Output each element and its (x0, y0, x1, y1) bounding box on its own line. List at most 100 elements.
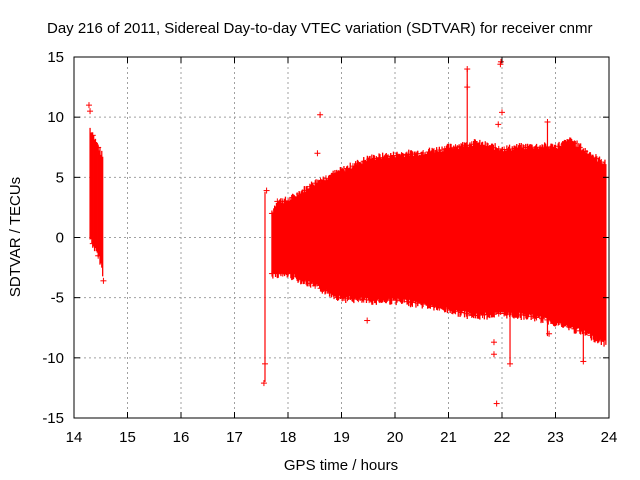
data-point (100, 277, 107, 284)
x-tick-label: 15 (119, 429, 136, 446)
y-tick-labels: 15 10 5 0 -5 -10 -15 (42, 49, 64, 427)
data-point (549, 144, 556, 151)
data-point (474, 312, 481, 319)
axis-ticks (73, 56, 610, 419)
data-point (457, 143, 464, 150)
data-point (285, 270, 292, 277)
data-point (490, 144, 497, 151)
chart-title: Day 216 of 2011, Sidereal Day-to-day VTE… (47, 20, 592, 37)
data-point (274, 198, 281, 205)
data-point (393, 297, 400, 304)
data-point (576, 144, 583, 151)
data-point (314, 150, 321, 157)
data-point (344, 295, 351, 302)
data-point (468, 311, 475, 318)
data-point (493, 400, 500, 407)
data-point (355, 296, 362, 303)
data-point (420, 150, 427, 157)
data-point (333, 292, 340, 299)
data-point (447, 145, 454, 152)
data-point (306, 280, 313, 287)
data-point (382, 153, 389, 160)
data-point (349, 295, 356, 302)
data-point (546, 330, 553, 337)
data-point (565, 323, 572, 330)
data-point (301, 187, 308, 194)
data-point (457, 309, 464, 316)
data-point (430, 148, 437, 155)
data-point (295, 275, 302, 282)
data-point (366, 297, 373, 304)
data-point (260, 380, 267, 387)
data-point (580, 358, 587, 365)
data-point (317, 285, 324, 292)
data-point (398, 152, 405, 159)
data-point (420, 300, 427, 307)
data-point (290, 273, 297, 280)
data-point (95, 252, 102, 259)
data-point (436, 147, 443, 154)
data-point (447, 307, 454, 314)
data-point (425, 149, 432, 156)
data-point (366, 156, 373, 163)
data-point (436, 304, 443, 311)
data-point (598, 159, 605, 166)
data-point (592, 155, 599, 162)
data-point (344, 165, 351, 172)
data-point (376, 297, 383, 304)
data-point (409, 151, 416, 158)
data-point (403, 151, 410, 158)
x-tick-label: 14 (66, 429, 83, 446)
data-point (501, 146, 508, 153)
data-point (511, 145, 518, 152)
data-point (497, 58, 504, 65)
data-point (371, 297, 378, 304)
x-tick-label: 23 (547, 429, 564, 446)
data-point (317, 111, 324, 118)
data-point (387, 153, 394, 160)
data-point (295, 191, 302, 198)
x-tick-label: 20 (387, 429, 404, 446)
data-point (517, 311, 524, 318)
data-point (474, 141, 481, 148)
data-point (85, 102, 92, 109)
data-point (495, 310, 502, 317)
x-tick-label: 18 (280, 429, 297, 446)
data-point (95, 144, 102, 151)
data-point (333, 170, 340, 177)
data-point (279, 270, 286, 277)
data-point (495, 121, 502, 128)
y-tick-label: -10 (42, 350, 64, 367)
data-point (592, 335, 599, 342)
data-point (484, 311, 491, 318)
data-point (312, 180, 319, 187)
data-point (328, 172, 335, 179)
data-point (507, 360, 514, 367)
data-point (355, 160, 362, 167)
data-point (582, 148, 589, 155)
data-point (317, 177, 324, 184)
data-point (87, 108, 94, 115)
data-point (328, 290, 335, 297)
data-point (382, 297, 389, 304)
data-point (89, 132, 96, 139)
data-point (322, 175, 329, 182)
data-point (279, 198, 286, 205)
data-point (89, 240, 96, 247)
data-point (441, 305, 448, 312)
data-point (533, 314, 540, 321)
x-tick-label: 21 (440, 429, 457, 446)
data-point (463, 310, 470, 317)
x-tick-label: 17 (226, 429, 243, 446)
data-point (555, 143, 562, 150)
data-point (490, 311, 497, 318)
data-point (464, 66, 471, 73)
data-point (538, 144, 545, 151)
data-point (501, 310, 508, 317)
y-tick-label: -5 (51, 290, 64, 307)
data-point (463, 142, 470, 149)
data-point (565, 139, 572, 146)
data-point (360, 296, 367, 303)
data-point (549, 318, 556, 325)
data-point (360, 158, 367, 165)
